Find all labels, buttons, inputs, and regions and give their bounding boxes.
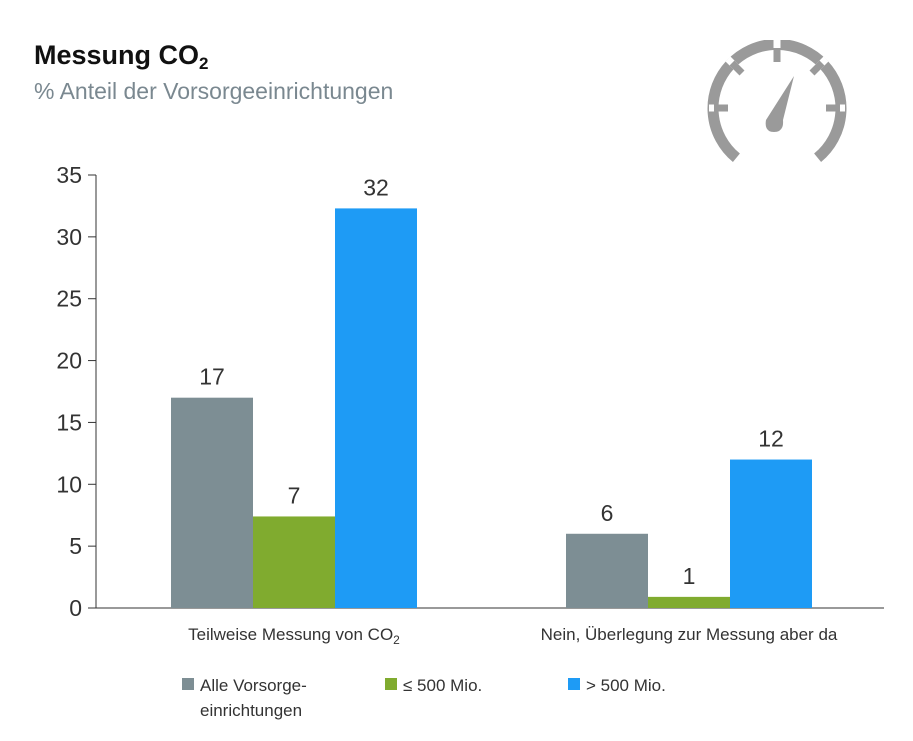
legend-swatch-large xyxy=(568,678,580,690)
y-tick-label: 0 xyxy=(69,595,82,621)
legend-item-small: ≤ 500 Mio. xyxy=(385,673,482,698)
bar xyxy=(335,208,417,608)
data-label: 1 xyxy=(683,563,696,589)
speedometer-icon xyxy=(707,40,847,163)
legend-swatch-small xyxy=(385,678,397,690)
category-label: Teilweise Messung von CO2 xyxy=(188,625,400,647)
bar xyxy=(648,596,730,608)
y-tick-label: 35 xyxy=(56,162,82,188)
data-label: 6 xyxy=(601,500,614,526)
data-label: 17 xyxy=(199,364,225,390)
legend-swatch-all xyxy=(182,678,194,690)
y-tick-label: 5 xyxy=(69,533,82,559)
data-label: 7 xyxy=(288,482,301,508)
y-tick-label: 20 xyxy=(56,348,82,374)
chart-subtitle: % Anteil der Vorsorgeeinrichtungen xyxy=(34,78,394,104)
chart-title: Messung CO2 xyxy=(34,40,209,73)
y-tick-label: 25 xyxy=(56,286,82,312)
legend-item-large: > 500 Mio. xyxy=(568,673,666,698)
data-label: 32 xyxy=(363,174,389,200)
bar xyxy=(253,516,335,608)
y-tick-label: 30 xyxy=(56,224,82,250)
category-label: Nein, Überlegung zur Messung aber da xyxy=(541,625,838,644)
bar xyxy=(730,459,812,608)
legend-item-all: Alle Vorsorge-einrichtungen xyxy=(182,673,307,723)
data-label: 12 xyxy=(758,426,784,452)
bar xyxy=(566,533,648,608)
y-tick-label: 10 xyxy=(56,471,82,497)
y-tick-label: 15 xyxy=(56,409,82,435)
bar xyxy=(171,397,253,608)
